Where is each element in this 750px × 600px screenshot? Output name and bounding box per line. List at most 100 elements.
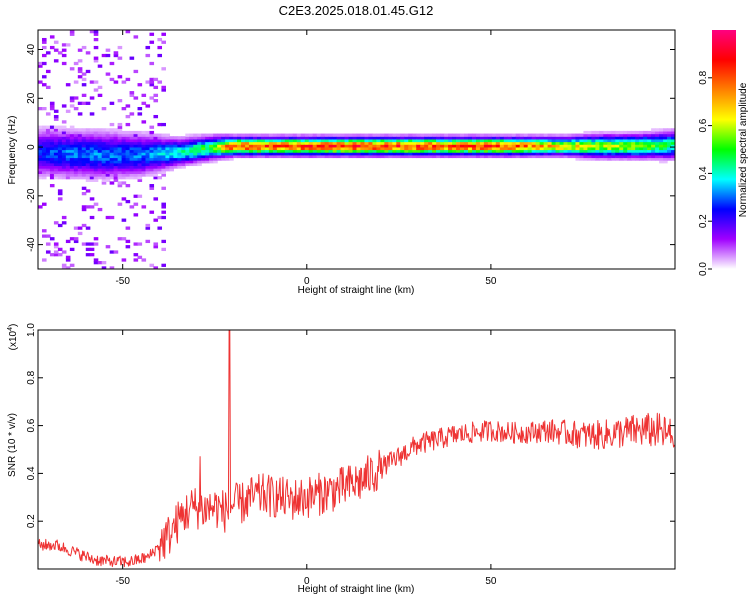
heatmap-cell [460,146,465,151]
heatmap-cell [89,160,95,164]
heatmap-cell [312,136,318,140]
heatmap-cell [252,133,258,137]
heatmap-cell [304,154,310,159]
heatmap-cell [663,138,668,143]
heatmap-cell [38,160,43,164]
heatmap-cell [651,138,656,143]
heatmap-cell [440,154,445,159]
heatmap-cell [237,138,242,143]
heatmap-cell [503,136,509,140]
heatmap-cell [595,133,600,137]
heatmap-cell [133,162,139,167]
heatmap-cell [348,138,354,143]
heatmap-cell [77,146,83,151]
heatmap-cell [57,176,63,180]
heatmap-cell [161,157,166,161]
heatmap-cell [256,141,262,145]
heatmap-cell [149,40,155,44]
heatmap-cell [579,146,585,151]
heatmap-cell [651,149,656,153]
heatmap-cell [121,173,127,177]
heatmap-cell [360,146,366,151]
heatmap-cell [348,149,354,153]
heatmap-cell [165,149,170,153]
heatmap-cell [85,168,91,172]
heatmap-cell [487,146,493,151]
heatmap-cell [185,152,190,156]
heatmap-cell [659,152,664,156]
heatmap-cell [225,136,230,140]
heatmap-cell [344,138,350,143]
heatmap-cell [125,226,131,230]
heatmap-cell [352,133,358,137]
heatmap-cell [177,162,182,167]
heatmap-cell [97,128,103,132]
heatmap-cell [384,138,389,143]
heatmap-cell [61,144,67,148]
heatmap-cell [73,130,79,135]
heatmap-cell [475,152,481,156]
heatmap-cell [276,154,282,159]
heatmap-cell [149,96,155,100]
heatmap-cell [631,154,636,159]
heatmap-cell [49,133,55,137]
heatmap-cell [93,45,99,50]
heatmap-cell [559,133,565,137]
snr-y-tick-label: 0.2 [26,514,37,528]
heatmap-cell [491,154,497,159]
heatmap-cell [117,165,123,169]
heatmap-cell [360,136,366,140]
heatmap-cell [635,136,640,140]
heatmap-cell [404,152,409,156]
heatmap-cell [487,144,493,148]
heatmap-cell [376,141,381,145]
heatmap-cell [260,146,266,151]
heatmap-cell [376,144,381,148]
heatmap-cell [189,160,194,164]
heatmap-cell [209,138,214,143]
heatmap-cell [511,146,517,151]
heatmap-cell [547,136,553,140]
heatmap-cell [320,138,326,143]
spectrogram-x-ticks: -50 0 50 [115,30,497,287]
heatmap-cell [567,133,573,137]
heatmap-cell [165,141,170,145]
heatmap-cell [284,138,290,143]
heatmap-cell [288,146,294,151]
heatmap-cell [487,141,493,145]
heatmap-cell [352,141,358,145]
heatmap-cell [169,157,174,161]
heatmap-cell [631,157,636,161]
heatmap-cell [153,133,159,137]
heatmap-cell [93,136,99,140]
heatmap-cell [73,170,79,174]
heatmap-cell [38,146,43,151]
heatmap-cell [113,133,119,137]
heatmap-cell [173,141,178,145]
heatmap-cell [495,144,501,148]
heatmap-cell [663,149,668,153]
heatmap-cell [77,48,83,52]
heatmap-cell [519,149,525,153]
heatmap-cell [519,141,525,145]
heatmap-cell [169,141,174,145]
heatmap-cell [181,141,186,145]
heatmap-cell [185,138,190,143]
heatmap-cell [213,160,218,164]
heatmap-cell [201,136,206,140]
heatmap-cell [121,176,127,180]
heatmap-cell [205,160,210,164]
heatmap-cell [229,133,234,137]
heatmap-cell [432,154,437,159]
heatmap-cell [69,104,75,108]
heatmap-cell [117,136,123,140]
heatmap-cell [272,133,278,137]
heatmap-cell [221,144,226,148]
heatmap-cell [97,165,103,169]
heatmap-cell [280,154,286,159]
heatmap-cell [396,154,401,159]
heatmap-cell [276,152,282,156]
heatmap-cell [225,138,230,143]
heatmap-cell [85,165,91,169]
heatmap-cell [511,141,517,145]
